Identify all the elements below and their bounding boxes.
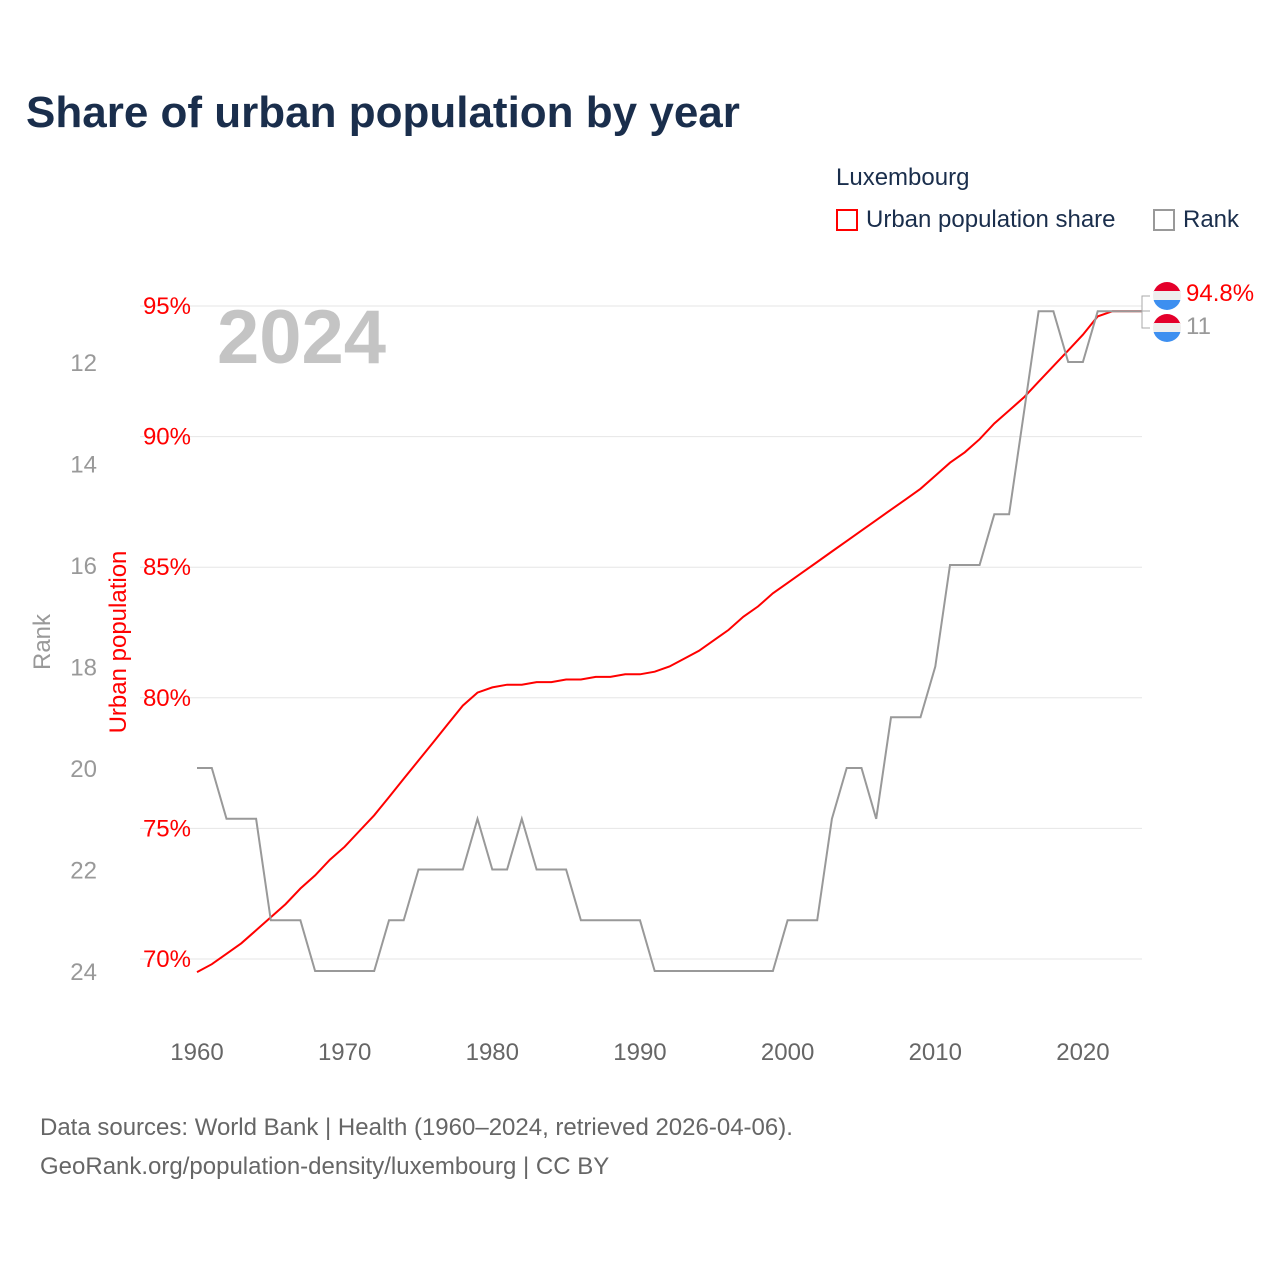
x-tick-label: 1970 <box>318 1039 371 1066</box>
y2-axis-label: Rank <box>29 613 56 670</box>
legend-swatch-rank <box>1153 209 1175 231</box>
y2-tick-label: 12 <box>70 350 97 377</box>
y-tick-label: 85% <box>143 554 191 581</box>
end-label-urban: 94.8% <box>1186 280 1254 307</box>
source-line-1: Data sources: World Bank | Health (1960–… <box>40 1114 793 1141</box>
luxembourg-flag-icon <box>1153 314 1181 342</box>
y2-tick-label: 16 <box>70 553 97 580</box>
y-tick-label: 90% <box>143 424 191 451</box>
x-tick-label: 2020 <box>1056 1039 1109 1066</box>
y-tick-label: 80% <box>143 685 191 712</box>
x-tick-label: 1980 <box>466 1039 519 1066</box>
y-axis-label: Urban population <box>105 551 132 734</box>
luxembourg-flag-icon <box>1153 282 1181 310</box>
y2-tick-label: 18 <box>70 655 97 682</box>
end-label-rank: 11 <box>1186 313 1211 340</box>
legend-item-urban[interactable]: Urban population share <box>836 206 1116 234</box>
source-note: Data sources: World Bank | Health (1960–… <box>40 1108 793 1186</box>
y2-tick-label: 22 <box>70 858 97 885</box>
y2-tick-label: 14 <box>70 452 97 479</box>
y-tick-label: 75% <box>143 815 191 842</box>
x-tick-label: 2000 <box>761 1039 814 1066</box>
urban-share-line <box>196 310 1142 973</box>
chart-title: Share of urban population by year <box>26 88 740 137</box>
y2-tick-label: 20 <box>70 756 97 783</box>
x-tick-label: 2010 <box>909 1039 962 1066</box>
end-label-connector <box>1141 295 1150 329</box>
x-tick-label: 1960 <box>170 1039 223 1066</box>
year-watermark: 2024 <box>217 295 386 380</box>
source-line-2[interactable]: GeoRank.org/population-density/luxembour… <box>40 1153 610 1180</box>
x-tick-label: 1990 <box>613 1039 666 1066</box>
y-tick-label: 95% <box>143 293 191 320</box>
y2-tick-label: 24 <box>70 959 97 986</box>
rank-line <box>197 310 1142 972</box>
legend-label-urban: Urban population share <box>866 206 1116 233</box>
legend-item-rank[interactable]: Rank <box>1153 206 1239 234</box>
legend-label-rank: Rank <box>1183 206 1240 233</box>
y-tick-label: 70% <box>143 946 191 973</box>
legend-title: Luxembourg <box>836 164 970 191</box>
legend-swatch-urban <box>836 209 858 231</box>
